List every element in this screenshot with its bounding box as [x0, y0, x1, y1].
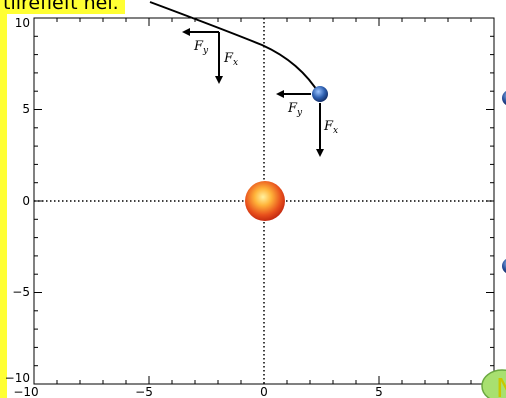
y-tick-label: 5 [22, 102, 30, 116]
upper-force-vectors: Fy Fx [182, 28, 238, 84]
y-tick-label: −10 [5, 371, 30, 385]
y-tick-label: −5 [12, 285, 30, 299]
y-tick-label: 0 [22, 194, 30, 208]
next-button[interactable]: N [481, 369, 506, 398]
minor-ticks [34, 17, 494, 384]
fy-label: Fy [193, 39, 209, 56]
lower-force-vectors: Fy Fx [276, 90, 338, 157]
fx-label: Fx [323, 119, 338, 136]
sun-icon [245, 181, 285, 221]
earth-icon [312, 86, 328, 102]
earth-icon [502, 91, 506, 105]
orbit-path [149, 1, 321, 96]
earth-icon [502, 259, 506, 273]
x-tick-label: −10 [13, 385, 38, 398]
y-tick-label: 10 [15, 16, 30, 30]
fy-label: Fy [287, 101, 303, 118]
next-button-label: N [496, 374, 506, 398]
x-tick-label: −5 [135, 385, 153, 398]
x-tick-label: 0 [260, 385, 268, 398]
fx-label: Fx [223, 51, 238, 68]
highlight-band [0, 0, 7, 398]
slide-caption: tlirefleft hei. [0, 0, 125, 14]
x-tick-label: 5 [375, 385, 383, 398]
